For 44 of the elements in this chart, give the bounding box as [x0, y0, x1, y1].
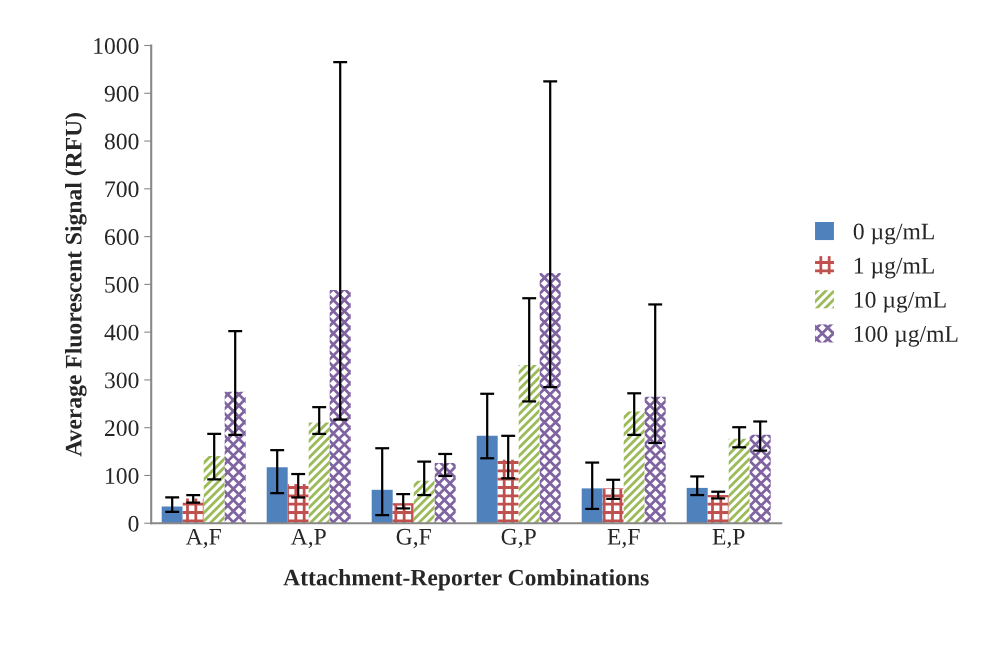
y-tick-label: 900 [104, 85, 139, 102]
bar [182, 498, 204, 524]
bar [434, 463, 456, 524]
x-tick-label: A,P [290, 528, 326, 549]
y-tick-label: 0 [128, 515, 139, 532]
bar [539, 272, 561, 524]
legend-label: 100 µg/mL [854, 325, 958, 347]
x-axis-title: Attachment-Reporter Combinations [283, 568, 649, 591]
bar [287, 484, 309, 524]
bar [686, 487, 708, 524]
bar [749, 434, 771, 524]
bar [644, 396, 666, 524]
bar [329, 290, 351, 524]
y-tick-label: 100 [106, 467, 139, 484]
legend-label: 1 µg/mL [854, 257, 934, 279]
y-tick-label: 300 [105, 372, 139, 389]
bar [203, 455, 225, 524]
y-tick-label: 600 [104, 229, 139, 246]
x-tick-label: G,P [501, 528, 536, 549]
bar [602, 488, 624, 524]
y-tick-label: 700 [105, 181, 139, 198]
y-tick-label: 400 [104, 324, 139, 341]
y-tick-label: 1000 [94, 37, 139, 54]
bar [224, 391, 246, 524]
legend-label: 0 µg/mL [853, 223, 934, 245]
x-tick-label: E,P [712, 529, 745, 549]
x-tick-label: G,F [396, 528, 431, 549]
bar [623, 411, 645, 524]
legend-label: 10 µg/mL [854, 291, 946, 313]
bar [497, 459, 519, 524]
bar [707, 495, 729, 524]
y-tick-label: 800 [104, 133, 139, 150]
bar [518, 365, 540, 524]
y-tick-label: 200 [105, 420, 139, 437]
bar [476, 435, 498, 524]
bar [266, 467, 288, 524]
bar [413, 480, 435, 524]
bar [308, 422, 330, 524]
bar [581, 488, 603, 524]
y-tick-label: 500 [105, 276, 139, 293]
y-axis-title: Average Fluorescent Signal (RFU) [65, 113, 87, 457]
bar [728, 438, 750, 524]
x-tick-label: E,F [607, 529, 640, 549]
x-tick-label: A,F [185, 528, 221, 549]
